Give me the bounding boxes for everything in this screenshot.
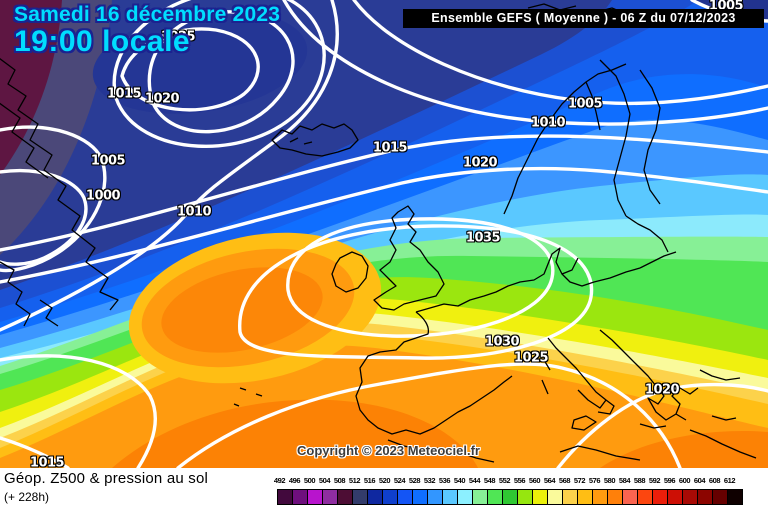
map-parameter-title: Géop. Z500 & pression au sol — [4, 470, 209, 487]
colorbar-swatch-556 — [517, 489, 533, 505]
colorbar-swatch-608 — [712, 489, 728, 505]
isobar-label-1025: 1025 — [160, 29, 196, 45]
legend-footer: Géop. Z500 & pression au sol (+ 228h) 49… — [0, 468, 768, 512]
isobar-label-1020: 1020 — [144, 91, 180, 107]
colorbar-tick-608: 608 — [708, 476, 721, 485]
colorbar-swatch-584 — [622, 489, 638, 505]
isobar-label-1005: 1005 — [90, 153, 126, 169]
colorbar-swatch-596 — [667, 489, 683, 505]
colorbar-tick-492: 492 — [273, 476, 286, 485]
colorbar-tick-532: 532 — [423, 476, 436, 485]
isobar-label-1015: 1015 — [106, 86, 142, 102]
colorbar-tick-500: 500 — [303, 476, 316, 485]
colorbar-tick-540: 540 — [453, 476, 466, 485]
valid-datetime-overlay: Samedi 16 décembre 2023 19:00 locale — [14, 3, 281, 59]
colorbar-swatch-532 — [427, 489, 443, 505]
colorbar-tick-568: 568 — [558, 476, 571, 485]
colorbar-tick-560: 560 — [528, 476, 541, 485]
colorbar-tick-588: 588 — [633, 476, 646, 485]
colorbar-tick-556: 556 — [513, 476, 526, 485]
valid-date: Samedi 16 décembre 2023 — [14, 3, 281, 26]
colorbar-tick-548: 548 — [483, 476, 496, 485]
colorbar-swatch-604 — [697, 489, 713, 505]
colorbar-swatch-512 — [352, 489, 368, 505]
colorbar-swatch-520 — [382, 489, 398, 505]
pressure-geopotential-map: 1025 1015 1020 1005 1000 1010 1015 1020 1010 1005… — [0, 0, 768, 468]
colorbar-tick-520: 520 — [378, 476, 391, 485]
isobar-label-1010: 1010 — [176, 204, 212, 220]
colorbar-tick-596: 596 — [663, 476, 676, 485]
isobar-label-1010: 1010 — [530, 115, 566, 131]
colorbar-swatch-500 — [307, 489, 323, 505]
colorbar-swatch-576 — [592, 489, 608, 505]
colorbar-swatch-564 — [547, 489, 563, 505]
map-canvas — [0, 0, 768, 468]
colorbar-tick-564: 564 — [543, 476, 556, 485]
isobar-label-1025: 1025 — [513, 350, 549, 366]
colorbar-swatch-536 — [442, 489, 458, 505]
colorbar-swatch-540 — [457, 489, 473, 505]
isobar-label-1015: 1015 — [372, 140, 408, 156]
colorbar-swatch-516 — [367, 489, 383, 505]
colorbar-swatch-496 — [292, 489, 308, 505]
colorbar-tick-528: 528 — [408, 476, 421, 485]
colorbar-tick-544: 544 — [468, 476, 481, 485]
isobar-label-1020: 1020 — [644, 382, 680, 398]
colorbar-swatch-588 — [637, 489, 653, 505]
colorbar-swatch-580 — [607, 489, 623, 505]
colorbar-tick-552: 552 — [498, 476, 511, 485]
colorbar-swatch-528 — [412, 489, 428, 505]
model-run-header: Ensemble GEFS ( Moyenne ) - 06 Z du 07/1… — [403, 9, 764, 28]
colorbar-swatch-592 — [652, 489, 668, 505]
colorbar-tick-524: 524 — [393, 476, 406, 485]
colorbar-tick-572: 572 — [573, 476, 586, 485]
copyright-text: Copyright © 2023 Meteociel.fr — [297, 443, 480, 458]
colorbar-tick-592: 592 — [648, 476, 661, 485]
colorbar-tick-580: 580 — [603, 476, 616, 485]
colorbar-tick-504: 504 — [318, 476, 331, 485]
colorbar-tick-604: 604 — [693, 476, 706, 485]
colorbar-tick-496: 496 — [288, 476, 301, 485]
z500-colorbar: 492 496 500 504 508 512 516 520 524 528 532 536 540 5… — [274, 468, 747, 512]
isobar-label-1020: 1020 — [462, 155, 498, 171]
colorbar-swatch-544 — [472, 489, 488, 505]
colorbar-tick-584: 584 — [618, 476, 631, 485]
colorbar-swatch-572 — [577, 489, 593, 505]
colorbar-swatch-612 — [727, 489, 743, 505]
colorbar-swatch-552 — [502, 489, 518, 505]
colorbar-tick-576: 576 — [588, 476, 601, 485]
isobar-label-1015: 1015 — [29, 455, 65, 469]
colorbar-tick-612: 612 — [723, 476, 736, 485]
colorbar-tick-512: 512 — [348, 476, 361, 485]
colorbar-swatch-600 — [682, 489, 698, 505]
forecast-lead-time: (+ 228h) — [4, 490, 50, 504]
colorbar-swatch-508 — [337, 489, 353, 505]
colorbar-tick-508: 508 — [333, 476, 346, 485]
coastlines — [0, 3, 757, 463]
colorbar-swatch-548 — [487, 489, 503, 505]
isobar-label-1000: 1000 — [85, 188, 121, 204]
isobar-label-1030: 1030 — [484, 334, 520, 350]
isobar-label-1005: 1005 — [567, 96, 603, 112]
colorbar-tick-536: 536 — [438, 476, 451, 485]
valid-time: 19:00 locale — [14, 25, 191, 59]
z500-color-bands — [0, 0, 768, 468]
isobar-label-1035: 1035 — [465, 230, 501, 246]
colorbar-swatch-492 — [277, 489, 293, 505]
colorbar-swatch-524 — [397, 489, 413, 505]
colorbar-tick-600: 600 — [678, 476, 691, 485]
colorbar-tick-516: 516 — [363, 476, 376, 485]
colorbar-swatch-504 — [322, 489, 338, 505]
colorbar-swatch-568 — [562, 489, 578, 505]
colorbar-swatch-560 — [532, 489, 548, 505]
